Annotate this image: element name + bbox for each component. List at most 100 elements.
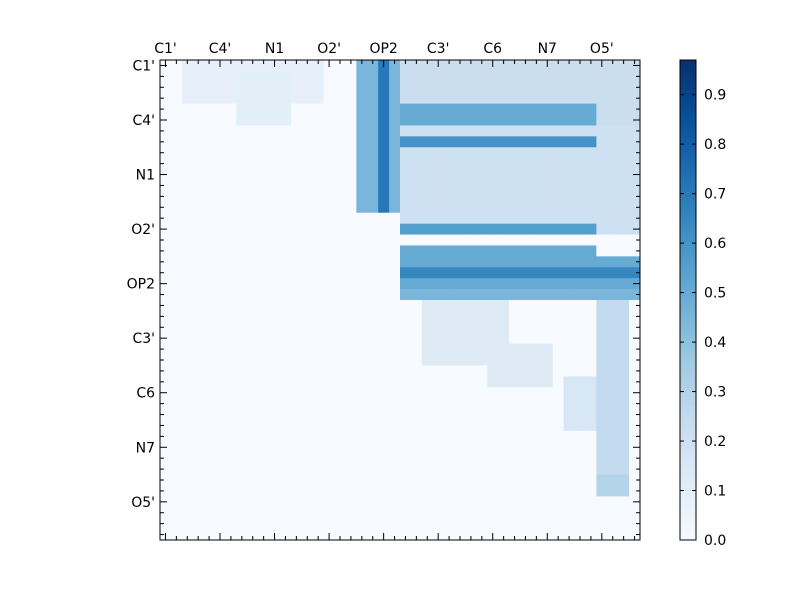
heatmap-cell — [356, 485, 368, 497]
heatmap-cell — [323, 387, 335, 399]
heatmap-cell — [443, 430, 455, 443]
heatmap-cell — [530, 212, 543, 225]
heatmap-cell — [301, 420, 314, 432]
heatmap-cell — [498, 409, 510, 421]
heatmap-cell — [312, 474, 325, 486]
heatmap-cell — [618, 310, 630, 323]
heatmap-cell — [160, 103, 172, 115]
heatmap-cell — [389, 70, 401, 83]
heatmap-cell — [410, 125, 423, 137]
heatmap-cell — [443, 409, 455, 421]
heatmap-cell — [334, 114, 346, 126]
heatmap-cell — [181, 234, 194, 246]
heatmap-cell — [356, 103, 368, 115]
heatmap-cell — [312, 387, 325, 399]
heatmap-cell — [290, 114, 303, 126]
heatmap-cell — [312, 256, 325, 268]
heatmap-cell — [367, 70, 379, 83]
heatmap-cell — [585, 529, 597, 541]
heatmap-cell — [378, 452, 390, 465]
heatmap-cell — [530, 387, 543, 399]
heatmap-cell — [476, 256, 488, 268]
heatmap-cell — [410, 398, 423, 410]
heatmap-cell — [160, 485, 172, 497]
heatmap-cell — [367, 496, 379, 508]
heatmap-cell — [530, 409, 543, 421]
heatmap-cell — [574, 474, 586, 486]
heatmap-cell — [410, 409, 423, 421]
heatmap-cell — [312, 169, 325, 181]
heatmap-cell — [225, 387, 237, 399]
heatmap-cell — [454, 201, 466, 214]
heatmap-cell — [323, 103, 335, 115]
heatmap-cell — [334, 190, 346, 203]
heatmap-cell — [181, 529, 194, 541]
heatmap-cell — [225, 114, 237, 126]
heatmap-cell — [509, 430, 521, 443]
heatmap-cell — [563, 387, 575, 399]
heatmap-cell — [192, 136, 205, 148]
heatmap-cell — [400, 136, 412, 148]
heatmap-cell — [378, 474, 390, 486]
heatmap-cell — [465, 310, 477, 323]
heatmap-cell — [323, 365, 335, 377]
heatmap-cell — [629, 343, 641, 355]
heatmap-cell — [258, 310, 270, 323]
heatmap-cell — [541, 201, 554, 214]
heatmap-cell — [312, 529, 325, 541]
heatmap-cell — [476, 354, 488, 366]
heatmap-cell — [269, 420, 281, 432]
heatmap-cell — [530, 496, 543, 508]
heatmap-cell — [192, 354, 205, 366]
heatmap-cell — [410, 70, 423, 83]
heatmap-cell — [225, 452, 237, 465]
heatmap-cell — [421, 354, 434, 366]
heatmap-cell — [356, 278, 368, 290]
heatmap-cell — [345, 507, 357, 519]
heatmap-cell — [312, 125, 325, 137]
heatmap-cell — [498, 485, 510, 497]
heatmap-cell — [596, 212, 608, 225]
heatmap-cell — [498, 223, 510, 235]
heatmap-cell — [574, 463, 586, 475]
heatmap-cell — [421, 518, 434, 530]
heatmap-cell — [367, 365, 379, 377]
heatmap-cell — [236, 92, 248, 105]
heatmap-cell — [345, 529, 357, 541]
heatmap-cell — [301, 169, 314, 181]
heatmap-cell — [236, 365, 248, 377]
heatmap-cell — [269, 169, 281, 181]
heatmap-cell — [465, 332, 477, 345]
heatmap-cell — [389, 507, 401, 519]
heatmap-cell — [301, 201, 314, 214]
heatmap-cell — [258, 409, 270, 421]
heatmap-cell — [269, 463, 281, 475]
heatmap-cell — [280, 245, 292, 257]
heatmap-cell — [214, 474, 226, 486]
heatmap-cell — [258, 103, 270, 115]
heatmap-cell — [192, 103, 205, 115]
heatmap-cell — [269, 321, 281, 334]
heatmap-cell — [563, 376, 575, 388]
heatmap-cell — [563, 212, 575, 225]
heatmap-cell — [389, 267, 401, 279]
heatmap-cell — [443, 332, 455, 345]
heatmap-cell — [225, 136, 237, 148]
heatmap-cell — [225, 70, 237, 83]
heatmap-cell — [160, 92, 172, 105]
heatmap-cell — [454, 463, 466, 475]
heatmap-cell — [509, 256, 521, 268]
heatmap-cell — [214, 190, 226, 203]
heatmap-cell — [170, 529, 183, 541]
heatmap-cell — [596, 518, 608, 530]
heatmap-cell — [410, 60, 423, 72]
heatmap-cell — [530, 376, 543, 388]
heatmap-cell — [509, 81, 521, 94]
heatmap-cell — [323, 463, 335, 475]
heatmap-cell — [203, 300, 215, 312]
heatmap-cell — [389, 190, 401, 203]
y-tick-label: N7 — [136, 440, 155, 456]
heatmap-cell — [618, 332, 630, 345]
heatmap-cell — [530, 529, 543, 541]
heatmap-cell — [258, 136, 270, 148]
